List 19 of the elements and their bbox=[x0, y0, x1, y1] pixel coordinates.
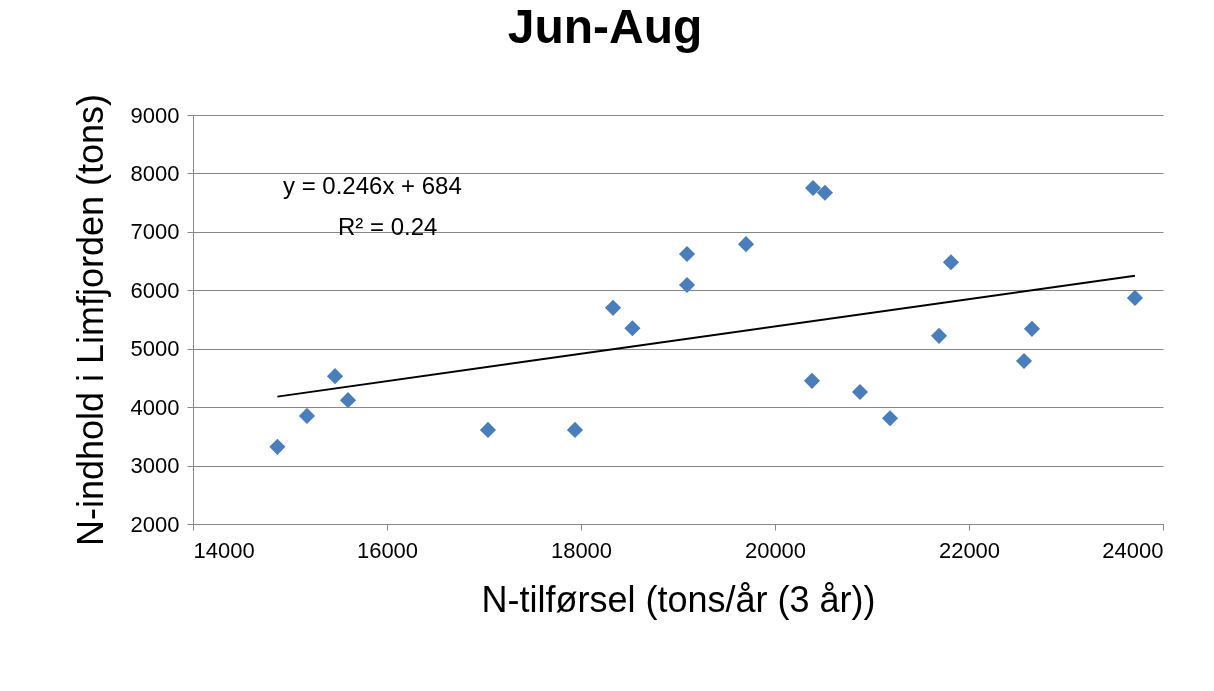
x-tick-label: 16000 bbox=[356, 537, 419, 563]
y-tick-label: 4000 bbox=[130, 394, 180, 420]
x-tick-label: 20000 bbox=[744, 537, 807, 563]
x-tick-label: 14000 bbox=[193, 537, 255, 563]
x-tick-label: 22000 bbox=[938, 537, 1001, 563]
y-tick-label: 9000 bbox=[130, 102, 180, 128]
y-tick-label: 7000 bbox=[130, 219, 180, 245]
y-tick-label: 8000 bbox=[130, 160, 180, 186]
y-tick-label: 3000 bbox=[130, 453, 180, 479]
y-axis-title: N-indhold i Limfjorden (tons) bbox=[69, 93, 111, 547]
annotation: y = 0.246x + 684 bbox=[283, 172, 462, 199]
annotation: R² = 0.24 bbox=[338, 213, 438, 240]
x-tick-label: 18000 bbox=[550, 537, 613, 563]
chart-title: Jun-Aug bbox=[507, 0, 703, 54]
x-tick-label: 24000 bbox=[1102, 537, 1164, 563]
x-axis-title: N-tilførsel (tons/år (3 år)) bbox=[481, 578, 876, 620]
y-tick-label: 2000 bbox=[130, 511, 180, 537]
y-tick-label: 5000 bbox=[130, 336, 180, 362]
y-tick-label: 6000 bbox=[130, 277, 180, 303]
